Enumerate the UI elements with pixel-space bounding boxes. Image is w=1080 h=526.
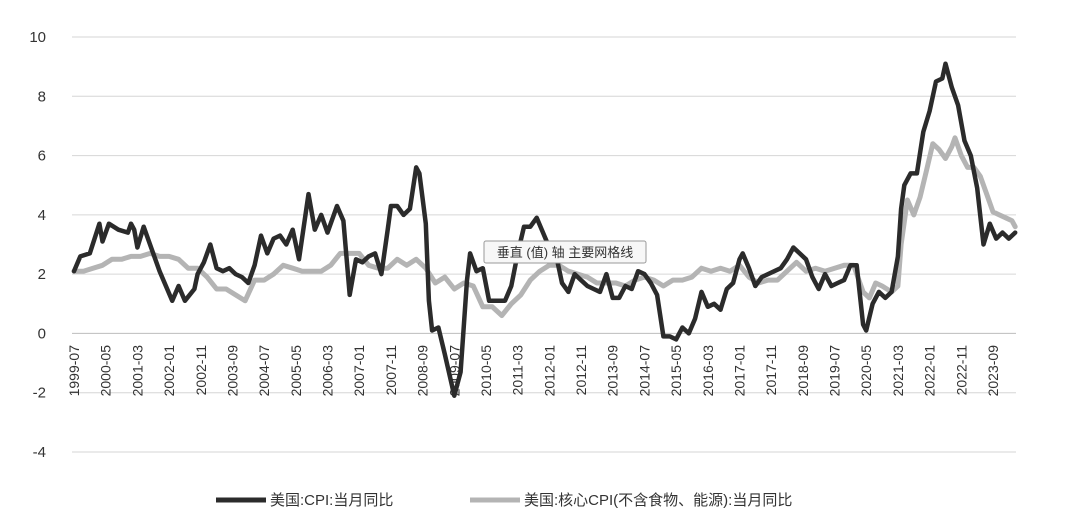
x-tick-label: 2012-01: [541, 345, 557, 397]
x-tick-label: 2010-05: [478, 345, 494, 397]
x-tick-label: 2008-09: [415, 345, 431, 397]
x-tick-label: 1999-07: [66, 345, 82, 397]
x-tick-label: 2002-11: [193, 345, 209, 396]
gridlines: [72, 36, 1016, 453]
x-tick-label: 2006-03: [320, 345, 336, 397]
x-tick-label: 2000-05: [98, 345, 114, 397]
series-line-core-cpi: [71, 135, 1018, 319]
x-tick-label: 2017-01: [731, 345, 747, 397]
x-axis-ticks: 1999-07 2000-05 2001-03 2002-01 2002-11 2003-…: [66, 345, 1001, 397]
tooltip-box: [483, 240, 647, 264]
x-tick-label: 2007-01: [351, 345, 367, 397]
x-tick-label: 2012-11: [573, 345, 589, 396]
x-tick-label: 2016-03: [700, 345, 716, 397]
x-tick-label: 2001-03: [129, 345, 145, 397]
y-tick-label: 10: [29, 29, 46, 46]
x-tick-label: 2021-03: [890, 345, 906, 397]
x-tick-label: 2005-05: [288, 345, 304, 397]
x-tick-label: 2003-09: [224, 345, 240, 397]
y-axis-ticks: 10 8 6 4 2 0 -2 -4: [29, 29, 46, 461]
x-tick-label: 2017-11: [763, 345, 779, 396]
x-tick-label: 2004-07: [256, 345, 272, 397]
legend-label-cpi: 美国:CPI:当月同比: [270, 492, 393, 509]
legend[interactable]: 美国:CPI:当月同比 美国:核心CPI(不含食物、能源):当月同比: [216, 492, 792, 509]
y-tick-label: 6: [38, 148, 46, 165]
x-tick-label: 2020-05: [858, 345, 874, 397]
x-tick-label: 2013-09: [605, 345, 621, 397]
y-tick-label: 2: [38, 266, 46, 283]
x-tick-label: 2002-01: [161, 345, 177, 397]
y-tick-label: -4: [33, 444, 46, 461]
legend-label-core-cpi: 美国:核心CPI(不含食物、能源):当月同比: [524, 492, 792, 509]
y-tick-label: 4: [38, 207, 46, 224]
y-tick-label: 8: [38, 88, 46, 105]
x-tick-label: 2015-05: [668, 345, 684, 397]
tooltip-text: 垂直 (值) 轴 主要网格线: [497, 245, 634, 260]
y-tick-label: 0: [38, 325, 46, 342]
x-tick-label: 2022-11: [953, 345, 969, 396]
x-tick-label: 2019-07: [827, 345, 843, 397]
x-tick-label: 2023-09: [985, 345, 1001, 397]
x-tick-label: 2014-07: [636, 345, 652, 397]
x-tick-label: 2022-01: [922, 345, 938, 397]
x-tick-label: 2011-03: [510, 345, 526, 396]
axis-tooltip: 垂直 (值) 轴 主要网格线: [483, 240, 647, 264]
x-tick-label: 2018-09: [795, 345, 811, 397]
x-tick-label: 2007-11: [383, 345, 399, 396]
y-tick-label: -2: [33, 385, 46, 402]
